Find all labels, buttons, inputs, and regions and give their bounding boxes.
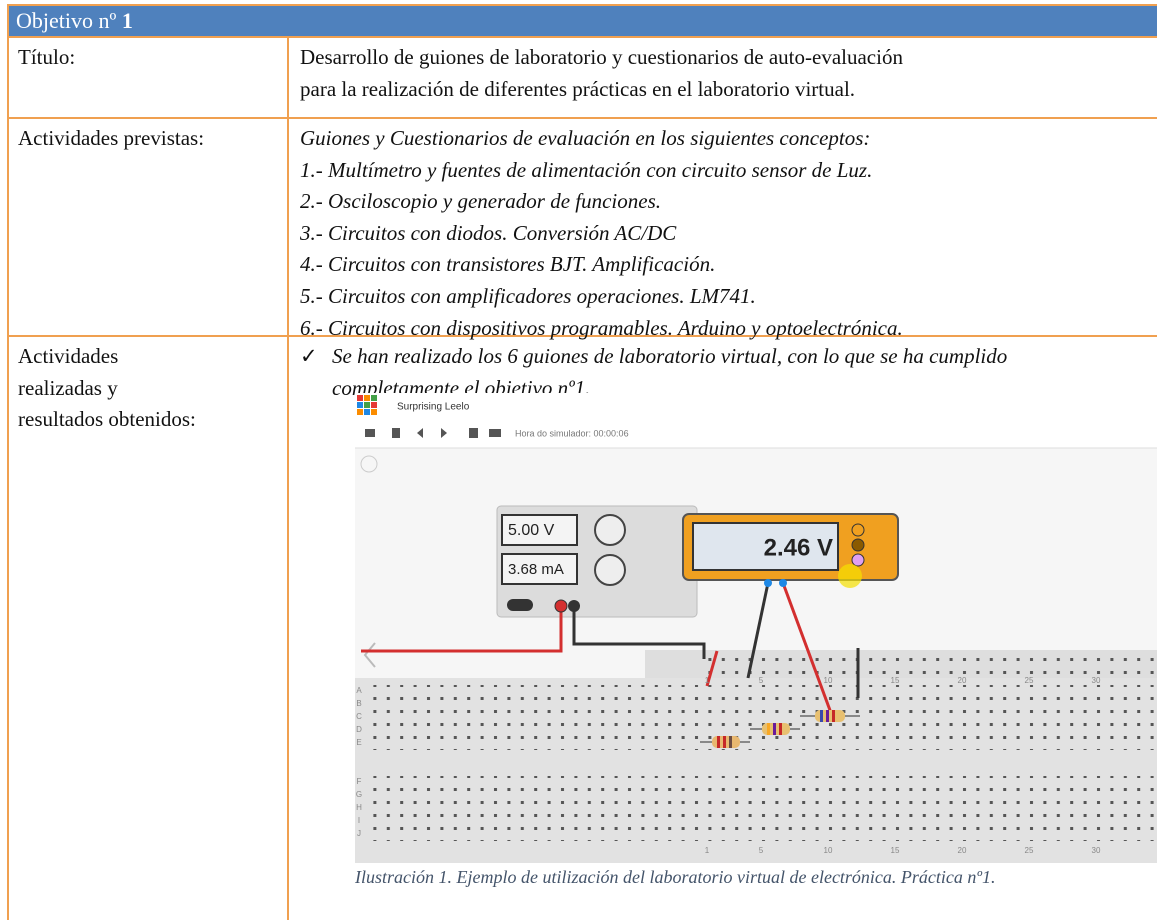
row-label: resultados obtenidos:: [18, 407, 196, 431]
wire: [361, 606, 563, 653]
resistor: [700, 736, 750, 748]
board-label: I: [358, 816, 360, 825]
board-label: G: [356, 790, 362, 799]
board-label: 1: [705, 676, 710, 685]
board-label: H: [356, 803, 362, 812]
wire: [705, 650, 719, 687]
border: [8, 335, 1157, 337]
knob: [594, 514, 626, 546]
caption: Ilustración 1. Ejemplo de utilización de…: [355, 867, 996, 887]
board-label: 15: [891, 676, 900, 685]
header-title: Objetivo nº 1: [16, 8, 133, 34]
row-text: 1.- Multímetro y fuentes de alimentación…: [300, 157, 873, 182]
border: [7, 4, 9, 920]
toolbar: [355, 393, 1157, 448]
meter-reading: 2.46 V: [764, 534, 833, 561]
board-label: 30: [1092, 676, 1101, 685]
board-label: 10: [824, 846, 833, 855]
row-text: Desarrollo de guiones de laboratorio y c…: [300, 45, 903, 69]
board-label: A: [356, 686, 362, 695]
border: [8, 36, 1157, 38]
switch: [507, 599, 533, 611]
header-bar: [8, 6, 1157, 36]
sim-time: Hora do simulador: 00:00:06: [515, 428, 629, 438]
nav-arrow: [363, 642, 376, 668]
app-title: Surprising Leelo: [397, 402, 470, 413]
row-text: Se han realizado los 6 guiones de labora…: [332, 344, 1008, 368]
board-label: 5: [759, 846, 764, 855]
row-text: Guiones y Cuestionarios de evaluación en…: [300, 126, 871, 150]
probe: [764, 579, 772, 587]
rail-holes: [705, 656, 1155, 682]
board-label: 1: [705, 846, 710, 855]
resistor: [750, 723, 800, 735]
probe: [779, 579, 787, 587]
button: [851, 538, 865, 552]
wire: [746, 582, 770, 679]
board-label: 20: [958, 846, 967, 855]
figure: Surprising Leelo Hora do simulador: 00:0…: [355, 393, 1157, 863]
row-label: Título:: [18, 45, 76, 69]
knob: [594, 554, 626, 586]
supply-current: 3.68 mA: [508, 561, 564, 578]
holes: [365, 685, 1155, 750]
border: [8, 117, 1157, 119]
header-number: 1: [121, 8, 133, 33]
board-label: 30: [1092, 846, 1101, 855]
board-label: E: [356, 738, 361, 747]
terminal: [568, 600, 580, 612]
row-text: 4.- Circuitos con transistores BJT. Ampl…: [300, 252, 716, 277]
row-text: 2.- Osciloscopio y generador de funcione…: [300, 189, 662, 214]
toolbar-icons: [365, 428, 501, 438]
row-label: Actividades previstas:: [18, 126, 205, 150]
board-label: 20: [958, 676, 967, 685]
display: [501, 553, 578, 585]
board-label: B: [356, 699, 361, 708]
wire: [572, 606, 706, 659]
logo: [357, 395, 377, 415]
header-label: Objetivo nº: [16, 8, 117, 33]
board-label: 15: [891, 846, 900, 855]
board-label: D: [356, 725, 362, 734]
border: [8, 4, 1157, 6]
board-label: C: [356, 712, 362, 721]
board-label: 5: [759, 676, 764, 685]
row-label: Actividades: [18, 344, 119, 368]
board-label: F: [357, 777, 362, 786]
holes: [365, 776, 1155, 841]
row-text: 5.- Circuitos con amplificadores operaci…: [300, 284, 756, 308]
supply-voltage: 5.00 V: [508, 522, 555, 539]
row-text: 6.- Circuitos con dispositivos programab…: [300, 315, 903, 340]
meter-display: [692, 522, 839, 571]
cursor: [838, 564, 862, 588]
board-label: J: [357, 829, 361, 838]
resistor: [800, 710, 860, 722]
board-label: 25: [1025, 846, 1034, 855]
row-text: 3.- Circuitos con diodos. Conversión AC/…: [300, 220, 677, 245]
row-text: para la realización de diferentes prácti…: [300, 77, 856, 101]
row-label: realizadas y: [18, 375, 118, 400]
icon: [360, 455, 378, 473]
button: [851, 523, 865, 537]
terminal: [554, 599, 568, 613]
bullet: ✓: [300, 344, 318, 368]
border: [287, 36, 289, 920]
board-label: 10: [824, 676, 833, 685]
display: [501, 514, 578, 546]
button: [851, 553, 865, 567]
wire: [781, 582, 833, 714]
board-label: 25: [1025, 676, 1034, 685]
